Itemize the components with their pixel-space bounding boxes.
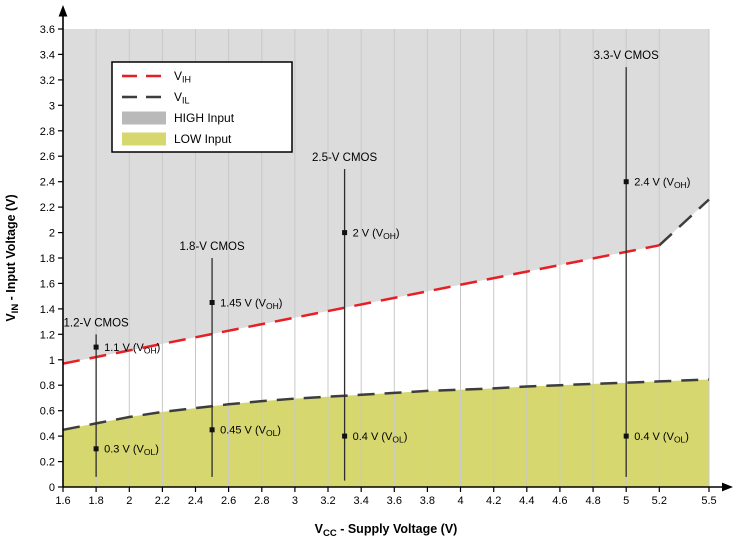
x-tick-label: 4.4 [519,495,534,507]
marker-square [93,344,99,350]
x-tick-label: 2.2 [155,495,170,507]
driver-group: 2.5-V CMOS 2 V (VOH) 0.4 V (VOL) [312,152,407,481]
y-tick-label: 3 [49,100,55,112]
y-axis-title: VIN - Input Voltage (V) [4,194,21,321]
marker-label: 2 V (VOH) [353,227,400,241]
y-tick-label: 1.2 [40,329,55,341]
low-input-region [63,379,709,487]
y-tick-label: 3.6 [40,24,55,36]
driver-label: 1.8-V CMOS [179,241,245,253]
marker-label: 0.4 V (VOL) [353,431,408,445]
driver-label: 1.2-V CMOS [64,317,130,329]
y-tick-label: 0.8 [40,380,55,392]
legend-entry: HIGH Input [122,111,235,125]
y-tick-label: 1 [49,355,55,367]
driver-label: 2.5-V CMOS [312,152,378,164]
x-tick-label: 4.2 [486,495,501,507]
x-tick-label: 1.6 [55,495,70,507]
driver-label: 3.3-V CMOS [594,50,660,62]
x-axis-arrow [722,482,733,492]
x-tick-label: 4.8 [585,495,600,507]
x-tick-label: 3.8 [420,495,435,507]
vil-line [62,378,710,432]
x-tick-label: 2.4 [188,495,203,507]
x-tick-label: 5.2 [652,495,667,507]
y-tick-label: 2 [49,228,55,240]
axes: 0 0.2 0.4 0.6 0.8 1 1.2 1.4 1.6 1.8 2 2.2 2.4 2.6 2.8 3… [4,5,733,539]
marker-square [93,446,99,452]
y-tick-label: 1.6 [40,278,55,290]
legend-label: VIL [174,90,190,106]
legend-label: LOW Input [174,132,232,146]
legend-label: VIH [174,69,191,85]
legend-fill-swatch [122,132,166,146]
y-tick-label: 2.8 [40,126,55,138]
legend-entry: LOW Input [122,132,232,146]
marker-label: 2.4 V (VOH) [634,177,690,191]
y-tick-label: 2.6 [40,151,55,163]
marker-square [623,433,629,439]
x-tick-label: 4.6 [552,495,567,507]
marker-label: 1.45 V (VOH) [220,297,282,311]
y-tick-label: 0.6 [40,406,55,418]
x-tick-label: 5 [623,495,629,507]
y-tick-label: 0 [49,482,55,494]
marker-label: 0.45 V (VOL) [220,425,281,439]
marker-label: 1.1 V (VOH) [104,342,160,356]
marker-square [209,427,215,433]
y-tick-label: 1.8 [40,253,55,265]
x-tick-label: 2.8 [254,495,269,507]
y-tick-label: 0.4 [40,431,55,443]
x-tick-label: 3 [292,495,298,507]
driver-annotations: 1.2-V CMOS 1.1 V (VOH) 0.3 V (VOL) 1.8-V CM… [64,50,690,481]
y-tick-label: 0.2 [40,457,55,469]
x-tick-label: 2 [126,495,132,507]
x-tick-label: 2.6 [221,495,236,507]
legend-entry: VIL [122,90,190,106]
y-tick-label: 2.2 [40,202,55,214]
driver-group: 1.2-V CMOS 1.1 V (VOH) 0.3 V (VOL) [64,317,160,477]
y-axis-arrow [58,5,68,17]
threshold-lines [62,198,710,432]
y-tick-label: 3.2 [40,75,55,87]
marker-square [209,300,215,305]
y-tick-label: 2.4 [40,177,55,189]
x-axis-title: VCC - Supply Voltage (V) [315,522,458,539]
y-tick-label: 1.4 [40,304,55,316]
driver-group: 1.8-V CMOS 1.45 V (VOH) 0.45 V (VOL) [179,241,282,477]
legend-entry: VIH [122,69,191,85]
x-tick-label: 3.4 [354,495,369,507]
legend: VIH VIL HIGH Input LOW Input [111,61,293,153]
marker-square [342,433,348,439]
x-tick-label: 4 [457,495,463,507]
legend-label: HIGH Input [174,111,235,125]
vih-extension-line [658,198,710,247]
marker-square [342,230,348,236]
driver-group: 3.3-V CMOS 2.4 V (VOH) 0.4 V (VOL) [594,50,690,477]
legend-fill-swatch [122,111,166,125]
x-tick-label: 3.2 [320,495,335,507]
marker-label: 0.3 V (VOL) [104,444,159,458]
x-tick-label: 1.8 [88,495,103,507]
vih-line [62,244,660,365]
x-tick-label: 3.6 [387,495,402,507]
x-tick-label: 5.5 [701,495,716,507]
marker-square [623,179,629,185]
y-tick-label: 3.4 [40,49,55,61]
marker-label: 0.4 V (VOL) [634,431,689,445]
